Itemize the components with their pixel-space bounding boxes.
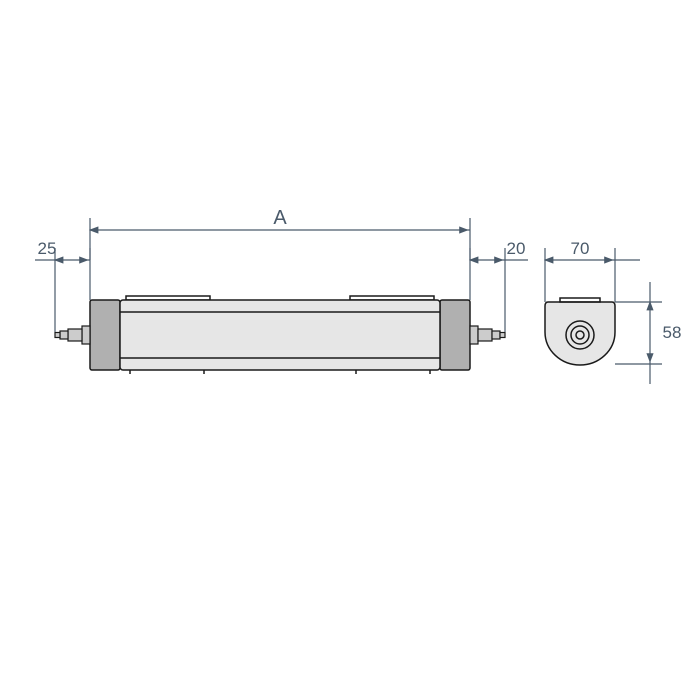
label-58: 58 — [663, 323, 682, 342]
label-70: 70 — [571, 239, 590, 258]
dim-20: 20 — [470, 239, 528, 332]
dim-A: A — [90, 207, 470, 300]
dim-25: 25 — [35, 239, 90, 332]
dim-70: 70 — [545, 239, 640, 302]
label-20: 20 — [507, 239, 526, 258]
end-view — [545, 298, 615, 365]
right-connector — [470, 326, 505, 344]
left-connector — [55, 326, 90, 344]
technical-drawing: A 25 20 70 — [0, 0, 700, 700]
dim-58: 58 — [615, 282, 681, 384]
label-A: A — [273, 207, 287, 229]
label-25: 25 — [38, 239, 57, 258]
side-view — [55, 296, 505, 374]
